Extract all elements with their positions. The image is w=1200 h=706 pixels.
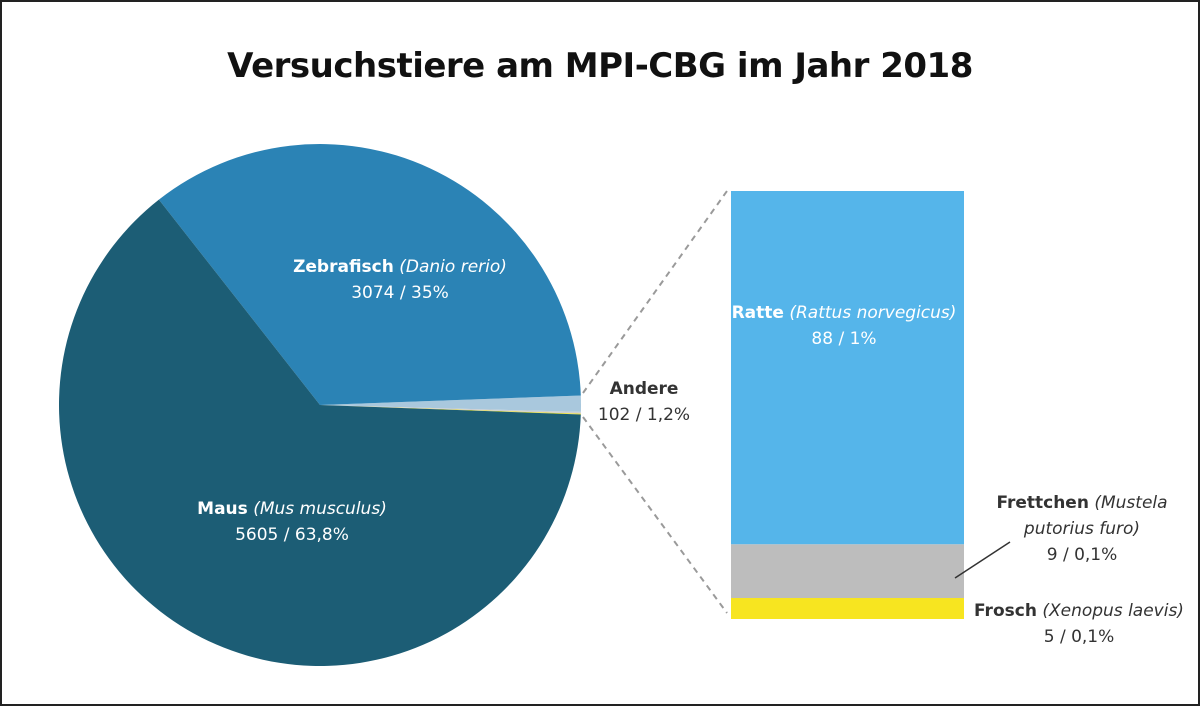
- pie-slice-andere-frettchen: [320, 405, 581, 414]
- label-frosch-value: 5 / 0,1%: [1043, 627, 1115, 647]
- pie-slice-andere-ratte: [320, 395, 581, 412]
- label-ratte-latin: (Rattus norvegicus): [789, 303, 957, 323]
- label-zebrafisch-latin: (Danio rerio): [399, 257, 507, 277]
- label-frettchen-name: Frettchen: [996, 493, 1089, 513]
- label-maus-latin: (Mus musculus): [253, 499, 387, 519]
- label-frosch-latin: (Xenopus laevis): [1042, 601, 1184, 621]
- label-frettchen: Frettchen (Mustela putorius furo) 9 / 0,…: [962, 490, 1198, 568]
- chart-title: Versuchstiere am MPI-CBG im Jahr 2018: [227, 46, 973, 86]
- label-andere-name: Andere: [609, 379, 679, 399]
- label-frettchen-latin1: (Mustela: [1094, 493, 1168, 513]
- frettchen-leader-line: [954, 541, 1011, 579]
- label-zebrafisch-value: 3074 / 35%: [351, 283, 449, 303]
- label-frosch-name: Frosch: [974, 601, 1037, 621]
- pie-slice-maus: [58, 199, 581, 666]
- label-maus: Maus (Mus musculus) 5605 / 63,8%: [142, 496, 442, 548]
- label-andere-value: 102 / 1,2%: [597, 405, 691, 425]
- connector-bottom: [582, 416, 728, 614]
- label-ratte-name: Ratte: [731, 303, 784, 323]
- connector-lines: [582, 190, 728, 614]
- label-ratte-value: 88 / 1%: [811, 329, 877, 349]
- label-ratte: Ratte (Rattus norvegicus) 88 / 1%: [724, 300, 964, 352]
- label-zebrafisch: Zebrafisch (Danio rerio) 3074 / 35%: [250, 254, 550, 306]
- pie-slice-andere-frosch: [320, 405, 581, 415]
- label-maus-value: 5605 / 63,8%: [235, 525, 349, 545]
- stacked-bar: [731, 191, 964, 619]
- label-zebrafisch-name: Zebrafisch: [293, 257, 394, 277]
- bar-segment-frosch: [731, 598, 964, 619]
- label-maus-name: Maus: [197, 499, 248, 519]
- label-andere: Andere 102 / 1,2%: [574, 376, 714, 428]
- pie-slice-zebrafisch: [158, 144, 581, 406]
- label-frettchen-latin2: putorius furo): [1023, 519, 1141, 539]
- label-frosch: Frosch (Xenopus laevis) 5 / 0,1%: [964, 598, 1194, 650]
- bar-segment-ratte: [731, 191, 964, 545]
- bar-segment-frettchen: [731, 544, 964, 598]
- label-frettchen-value: 9 / 0,1%: [1046, 545, 1118, 565]
- connector-top: [582, 190, 728, 394]
- pie-chart: [58, 144, 581, 666]
